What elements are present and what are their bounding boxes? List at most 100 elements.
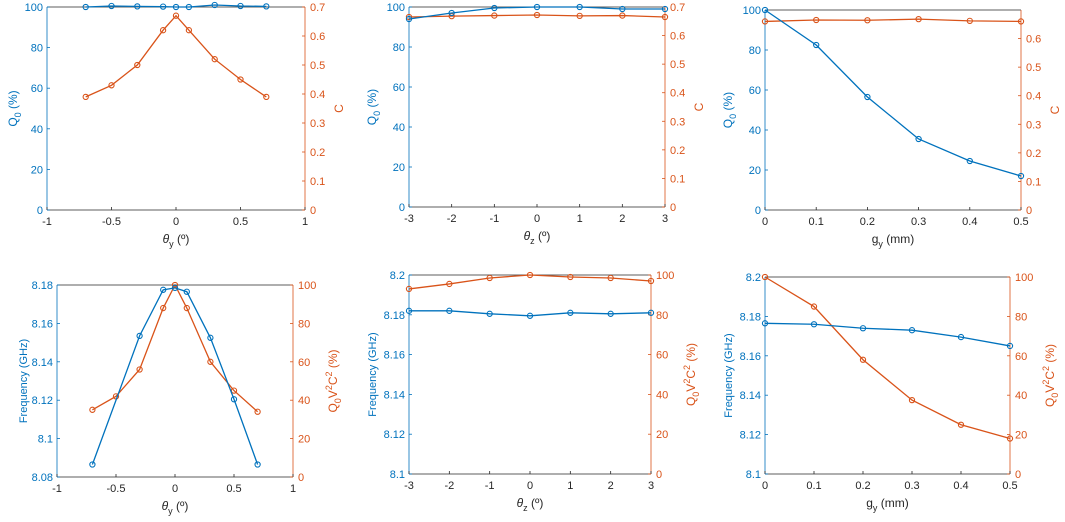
x-tick-label: 1 [302, 216, 308, 228]
right-y-axis-label: C [332, 104, 346, 113]
right-series-point [211, 56, 218, 63]
left-series-point [533, 3, 541, 11]
chart-panel-2: -3 -2 -1 0 1 2 302040608010000.10.20.30.40.50.… [365, 2, 706, 246]
right-series-point [567, 273, 574, 281]
x-tick-label: -2 [444, 480, 454, 492]
left-y-tick-label: 80 [31, 43, 43, 55]
x-tick-label: 0.5 [226, 483, 241, 495]
right-y-tick-label: 0 [670, 202, 676, 214]
right-y-tick-label: 40 [298, 395, 310, 407]
left-series-point [183, 288, 190, 295]
right-y-tick-label: 0 [1026, 205, 1032, 217]
x-tick-label: 0.1 [806, 480, 821, 492]
x-tick-label: -1 [42, 216, 52, 228]
right-y-tick-label: 0 [1015, 469, 1021, 481]
right-series-point [134, 61, 141, 69]
right-series-point [1017, 18, 1025, 25]
x-tick-label: -0.5 [102, 216, 121, 228]
right-series-point [89, 406, 96, 413]
left-y-tick-label: 0 [755, 205, 761, 217]
left-y-tick-label: 8.1 [390, 469, 405, 481]
x-tick-label: 0.5 [233, 216, 248, 228]
left-series-point [89, 461, 96, 468]
left-y-axis-label: Q0 (%) [721, 92, 738, 128]
left-y-tick-label: 8.12 [32, 395, 53, 407]
left-series-point [864, 93, 871, 101]
left-series-point [1017, 172, 1025, 180]
left-series-line [764, 322, 1011, 347]
x-axis-label: gy (mm) [866, 496, 909, 513]
right-y-tick-label: 0.1 [670, 173, 685, 185]
left-y-tick-label: 8.14 [740, 390, 761, 402]
right-y-tick-label: 0.5 [670, 59, 685, 71]
right-series-point [1006, 435, 1014, 442]
left-y-tick-label: 8.14 [384, 389, 405, 401]
right-series-point [136, 366, 143, 373]
left-y-tick-label: 40 [749, 125, 761, 137]
left-series-point [607, 310, 614, 317]
left-series-point [647, 309, 655, 316]
left-series-line [85, 4, 267, 8]
x-tick-label: 0 [762, 480, 768, 492]
left-series-point [567, 309, 574, 316]
right-y-axis-label: C [1048, 105, 1062, 114]
left-series-point [108, 2, 115, 10]
x-tick-label: 0.1 [809, 216, 824, 228]
x-tick-label: 0.5 [1002, 480, 1017, 492]
right-series-point [486, 274, 493, 282]
x-tick-label: 0 [527, 480, 533, 492]
left-y-tick-label: 20 [749, 165, 761, 177]
left-series-line [764, 9, 1022, 177]
right-y-tick-label: 0.7 [310, 2, 325, 14]
chart-panel-3: 0 0.1 0.2 0.3 0.4 0.502040608010000.10.20.30.… [721, 5, 1062, 249]
left-series-point [761, 6, 769, 14]
x-tick-label: 2 [608, 480, 614, 492]
right-y-tick-label: 0.6 [1026, 34, 1041, 46]
left-y-axis-label: Frequency (GHz) [18, 339, 30, 423]
x-tick-label: 1 [567, 480, 573, 492]
left-series-point [185, 3, 193, 11]
left-series-point [810, 321, 818, 328]
right-y-tick-label: 0.2 [1026, 148, 1041, 160]
right-y-tick-label: 100 [1015, 272, 1033, 284]
right-y-tick-label: 0.5 [1026, 62, 1041, 74]
right-y-tick-label: 0.4 [670, 88, 685, 100]
right-y-tick-label: 0.1 [310, 176, 325, 188]
right-series-point [619, 12, 626, 19]
left-series-point [160, 286, 167, 293]
x-axis-label: θz (º) [517, 496, 544, 513]
left-series-point [526, 312, 534, 319]
left-y-tick-label: 0 [399, 202, 405, 214]
left-series-point [263, 3, 270, 10]
right-series-point [185, 27, 193, 34]
x-tick-label: 0 [762, 216, 768, 228]
left-series-point [405, 15, 413, 23]
right-y-axis-label: Q0V2C2 (%) [324, 349, 343, 412]
x-tick-label: -1 [485, 480, 495, 492]
left-series-point [1006, 342, 1014, 350]
right-series-point [491, 12, 498, 19]
left-y-tick-label: 8.12 [740, 430, 761, 442]
x-tick-label: 0.4 [962, 216, 977, 228]
x-tick-label: -1 [489, 213, 499, 225]
right-series-point [207, 358, 214, 365]
right-y-tick-label: 0 [310, 205, 316, 217]
right-series-line [764, 18, 1022, 23]
right-series-point [172, 12, 180, 19]
right-series-point [526, 271, 534, 279]
right-y-tick-label: 20 [656, 429, 668, 441]
right-series-point [405, 285, 413, 293]
right-y-axis-label: C [692, 102, 706, 111]
left-y-tick-label: 80 [393, 42, 405, 54]
left-y-tick-label: 8.16 [384, 350, 405, 362]
x-tick-label: 0.3 [911, 216, 926, 228]
left-series-point [576, 3, 583, 11]
left-series-point [813, 41, 820, 49]
right-y-tick-label: 0.5 [310, 60, 325, 72]
right-y-tick-label: 0.4 [1026, 91, 1041, 103]
right-series-point [230, 387, 238, 394]
right-y-tick-label: 0 [656, 469, 662, 481]
x-tick-label: 0.4 [953, 480, 968, 492]
x-tick-label: 0.3 [904, 480, 919, 492]
right-series-point [237, 76, 244, 83]
